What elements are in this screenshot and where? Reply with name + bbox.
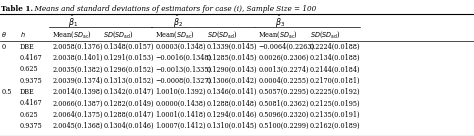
Text: 1.0010(0.1392): 1.0010(0.1392)	[155, 88, 206, 96]
Text: Means and standard deviations of estimators for case (i), Sample Size = 100: Means and standard deviations of estimat…	[30, 5, 316, 13]
Text: 2.0058(0.1376): 2.0058(0.1376)	[52, 43, 103, 51]
Text: 0.4167: 0.4167	[20, 99, 43, 107]
Text: 0.0013(0.2274): 0.0013(0.2274)	[258, 66, 309, 73]
Text: $\hat{\beta}_2$: $\hat{\beta}_2$	[173, 13, 183, 30]
Text: 0.1296(0.0152): 0.1296(0.0152)	[103, 66, 154, 73]
Text: 2.0039(0.1374): 2.0039(0.1374)	[52, 77, 103, 85]
Text: DBE: DBE	[20, 43, 35, 51]
Text: 0.0004(0.2255): 0.0004(0.2255)	[258, 77, 309, 85]
Text: 0.625: 0.625	[20, 66, 38, 73]
Text: 0.1288(0.0148): 0.1288(0.0148)	[207, 99, 257, 107]
Text: 0.625: 0.625	[20, 111, 38, 119]
Text: −0.0013(0.1335): −0.0013(0.1335)	[155, 66, 211, 73]
Text: 2.0038(0.1401): 2.0038(0.1401)	[52, 54, 103, 62]
Text: 0.1288(0.0147): 0.1288(0.0147)	[103, 111, 154, 119]
Text: 2.0035(0.1382): 2.0035(0.1382)	[52, 66, 103, 73]
Text: 1.0007(0.1412): 1.0007(0.1412)	[155, 122, 206, 130]
Text: 0.1306(0.0142): 0.1306(0.0142)	[207, 77, 257, 85]
Text: $SD$($SD_{\rm ad}$): $SD$($SD_{\rm ad}$)	[103, 30, 134, 40]
Text: 0.1313(0.0152): 0.1313(0.0152)	[103, 77, 154, 85]
Text: 2.0014(0.1398): 2.0014(0.1398)	[52, 88, 103, 96]
Text: 0.5: 0.5	[1, 88, 12, 96]
Text: $h$: $h$	[20, 30, 26, 39]
Text: 0.0026(0.2306): 0.0026(0.2306)	[258, 54, 309, 62]
Text: 0.4167: 0.4167	[20, 54, 43, 62]
Text: −0.0064(0.2263): −0.0064(0.2263)	[258, 43, 314, 51]
Text: −0.0008(0.1327): −0.0008(0.1327)	[155, 77, 211, 85]
Text: 2.0045(0.1368): 2.0045(0.1368)	[52, 122, 103, 130]
Text: 0.1290(0.0143): 0.1290(0.0143)	[207, 66, 257, 73]
Text: 2.0064(0.1375): 2.0064(0.1375)	[52, 111, 103, 119]
Text: 0.0003(0.1348): 0.0003(0.1348)	[155, 43, 206, 51]
Text: Mean($SD_{\rm ac}$): Mean($SD_{\rm ac}$)	[258, 30, 298, 40]
Text: 0.1285(0.0145): 0.1285(0.0145)	[207, 54, 257, 62]
Text: 0.1348(0.0157): 0.1348(0.0157)	[103, 43, 154, 51]
Text: $SD$($SD_{\rm ad}$): $SD$($SD_{\rm ad}$)	[310, 30, 340, 40]
Text: Mean($SD_{\rm ac}$): Mean($SD_{\rm ac}$)	[52, 30, 92, 40]
Text: 0.5096(0.2320): 0.5096(0.2320)	[258, 111, 309, 119]
Text: $\theta$: $\theta$	[1, 30, 7, 39]
Text: $SD$($SD_{\rm ad}$): $SD$($SD_{\rm ad}$)	[207, 30, 237, 40]
Text: 0.1342(0.0147): 0.1342(0.0147)	[103, 88, 154, 96]
Text: 0.2170(0.0181): 0.2170(0.0181)	[310, 77, 360, 85]
Text: 0.1304(0.0146): 0.1304(0.0146)	[103, 122, 154, 130]
Text: 0.1339(0.0145): 0.1339(0.0145)	[207, 43, 257, 51]
Text: 0.2135(0.0191): 0.2135(0.0191)	[310, 111, 360, 119]
Text: $\hat{\beta}_1$: $\hat{\beta}_1$	[68, 13, 79, 30]
Text: 0.1282(0.0149): 0.1282(0.0149)	[103, 99, 154, 107]
Text: 0.0000(0.1438): 0.0000(0.1438)	[155, 99, 206, 107]
Text: 0.1294(0.0146): 0.1294(0.0146)	[207, 111, 257, 119]
Text: 0.2162(0.0189): 0.2162(0.0189)	[310, 122, 360, 130]
Text: 0.9375: 0.9375	[20, 122, 43, 130]
Text: 0.5081(0.2362): 0.5081(0.2362)	[258, 99, 309, 107]
Text: Table 1.: Table 1.	[1, 5, 34, 13]
Text: $\hat{\beta}_3$: $\hat{\beta}_3$	[274, 13, 285, 30]
Text: 0.2134(0.0188): 0.2134(0.0188)	[310, 54, 360, 62]
Text: 1.0001(0.1418): 1.0001(0.1418)	[155, 111, 206, 119]
Text: 0.2225(0.0192): 0.2225(0.0192)	[310, 88, 360, 96]
Text: 0.2144(0.0184): 0.2144(0.0184)	[310, 66, 360, 73]
Text: 0.9375: 0.9375	[20, 77, 43, 85]
Text: 0.5100(0.2299): 0.5100(0.2299)	[258, 122, 309, 130]
Text: DBE: DBE	[20, 88, 35, 96]
Text: Mean($SD_{\rm ac}$): Mean($SD_{\rm ac}$)	[155, 30, 195, 40]
Text: 0.1346(0.0141): 0.1346(0.0141)	[207, 88, 257, 96]
Text: 2.0066(0.1387): 2.0066(0.1387)	[52, 99, 103, 107]
Text: 0.2125(0.0195): 0.2125(0.0195)	[310, 99, 360, 107]
Text: 0.2224(0.0188): 0.2224(0.0188)	[310, 43, 360, 51]
Text: 0.1291(0.0153): 0.1291(0.0153)	[103, 54, 154, 62]
Text: 0.5057(0.2295): 0.5057(0.2295)	[258, 88, 309, 96]
Text: −0.0016(0.1348): −0.0016(0.1348)	[155, 54, 211, 62]
Text: 0.1310(0.0145): 0.1310(0.0145)	[207, 122, 257, 130]
Text: 0: 0	[1, 43, 6, 51]
